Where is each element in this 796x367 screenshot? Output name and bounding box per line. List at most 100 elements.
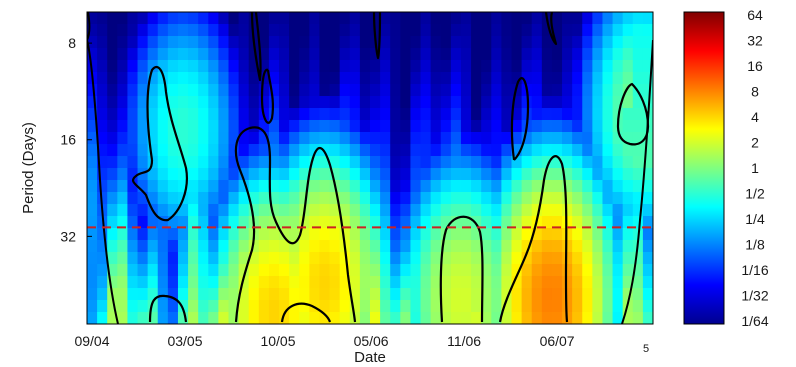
heatmap-cell (198, 12, 209, 25)
heatmap-cell (531, 96, 543, 109)
heatmap-cell (632, 276, 644, 289)
heatmap-cell (107, 144, 118, 157)
heatmap-cell (380, 108, 391, 121)
heatmap-cell (541, 48, 553, 61)
heatmap-cell (238, 264, 250, 277)
heatmap-cell (612, 132, 624, 145)
heatmap-cell (531, 12, 543, 25)
heatmap-cell (248, 144, 260, 157)
heatmap-cell (430, 144, 442, 157)
heatmap-cell (511, 84, 523, 97)
heatmap-cell (642, 180, 653, 193)
heatmap-cell (329, 276, 341, 289)
heatmap-cell (147, 84, 159, 97)
heatmap-cell (491, 312, 502, 324)
heatmap-cell (299, 48, 310, 61)
heatmap-cell (127, 228, 139, 241)
heatmap-cell (177, 48, 189, 61)
heatmap-cell (400, 12, 412, 25)
heatmap-cell (188, 24, 199, 37)
heatmap-cell (359, 108, 371, 121)
heatmap-cell (238, 168, 250, 181)
heatmap-cell (248, 204, 260, 217)
heatmap-cell (602, 264, 614, 277)
heatmap-cell (107, 24, 118, 37)
heatmap-cell (258, 132, 270, 145)
heatmap-cell (188, 60, 199, 73)
heatmap-cell (390, 240, 401, 253)
heatmap-cell (582, 96, 593, 109)
heatmap-cell (157, 276, 169, 289)
heatmap-cell (370, 300, 381, 313)
heatmap-cell (390, 168, 401, 181)
heatmap-cell (289, 72, 300, 85)
heatmap-cell (592, 216, 604, 229)
heatmap-cell (299, 156, 310, 169)
heatmap-cell (279, 108, 290, 121)
heatmap-cell (329, 132, 341, 145)
heatmap-cell (531, 204, 543, 217)
heatmap-cell (622, 204, 634, 217)
heatmap-cell (248, 300, 260, 313)
heatmap-cell (642, 288, 653, 301)
heatmap-cell (279, 216, 290, 229)
heatmap-cell (541, 96, 553, 109)
heatmap-cell (642, 240, 653, 253)
heatmap-cell (208, 192, 219, 205)
heatmap-cell (380, 192, 391, 205)
heatmap-cell (157, 312, 169, 324)
heatmap-cell (167, 192, 179, 205)
heatmap-cell (541, 288, 553, 301)
heatmap-cell (501, 72, 513, 85)
heatmap-cell (147, 312, 159, 324)
heatmap-cell (167, 240, 179, 253)
heatmap-cell (380, 84, 391, 97)
heatmap-cell (562, 12, 573, 25)
heatmap-cell (460, 156, 472, 169)
heatmap-cell (592, 276, 604, 289)
heatmap-cell (501, 48, 513, 61)
heatmap-cell (167, 144, 179, 157)
heatmap-cell (592, 12, 604, 25)
heatmap-cell (258, 144, 270, 157)
heatmap-cell (450, 216, 462, 229)
heatmap-cell (97, 60, 108, 73)
heatmap-cell (147, 240, 159, 253)
heatmap-cell (511, 300, 523, 313)
heatmap-cell (268, 252, 280, 265)
heatmap-cell (420, 300, 432, 313)
heatmap-cell (218, 144, 230, 157)
heatmap-cell (359, 252, 371, 265)
heatmap-cell (602, 48, 614, 61)
heatmap-cell (208, 60, 219, 73)
heatmap-cell (268, 132, 280, 145)
heatmap-cell (258, 276, 270, 289)
heatmap-cell (390, 60, 401, 73)
heatmap-cell (359, 132, 371, 145)
coi-left-top (87, 12, 91, 41)
heatmap-cell (450, 240, 462, 253)
heatmap-cell (531, 72, 543, 85)
heatmap-cell (309, 108, 321, 121)
heatmap-cell (228, 288, 240, 301)
heatmap-cell (622, 60, 634, 73)
heatmap-cell (268, 36, 280, 49)
heatmap-cell (541, 132, 553, 145)
heatmap-cell (299, 24, 310, 37)
heatmap-cell (157, 120, 169, 133)
heatmap-cell (339, 228, 351, 241)
heatmap-cell (521, 156, 533, 169)
heatmap-cell (531, 168, 543, 181)
heatmap-cell (97, 96, 108, 109)
heatmap-cell (289, 84, 300, 97)
heatmap-cell (592, 168, 604, 181)
heatmap-cell (390, 120, 401, 133)
heatmap-cell (137, 204, 149, 217)
heatmap-cell (471, 132, 482, 145)
heatmap-cell (370, 204, 381, 217)
heatmap-cell (460, 264, 472, 277)
heatmap-cell (501, 84, 513, 97)
heatmap-cell (622, 252, 634, 265)
heatmap-cell (582, 240, 593, 253)
heatmap-cell (592, 288, 604, 301)
